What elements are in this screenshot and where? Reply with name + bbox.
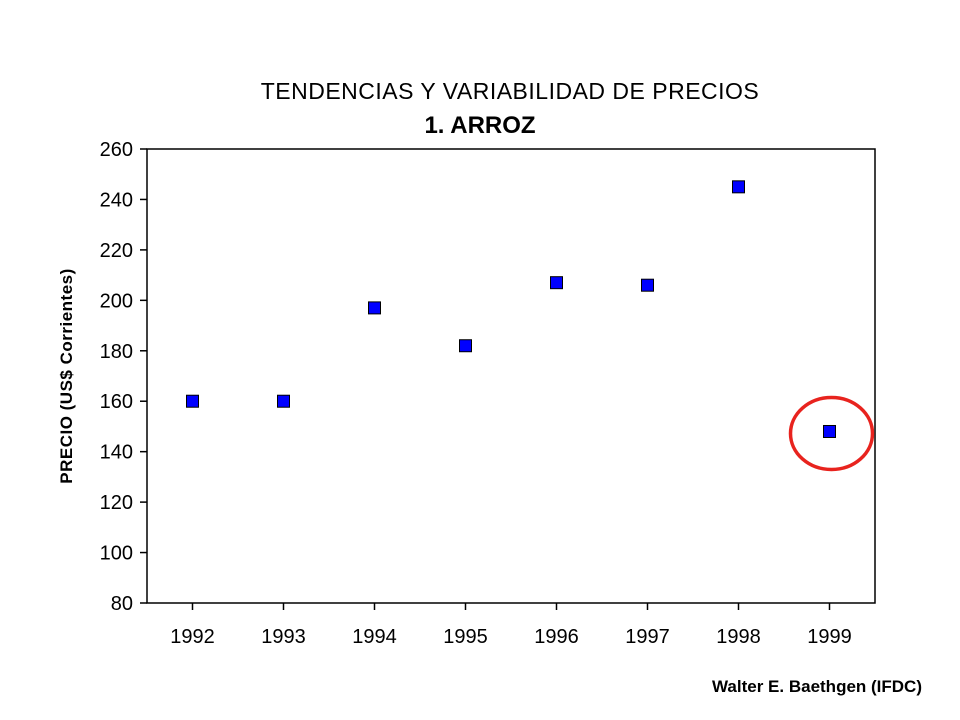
x-tick-label: 1995: [443, 626, 488, 648]
x-tick-label: 1992: [170, 626, 215, 648]
plot-frame: [146, 148, 876, 604]
highlight-layer: [788, 395, 875, 472]
y-axis: 80 100 120 140 160 180 200 220 240 260: [100, 139, 147, 615]
y-tick-label: 160: [100, 391, 133, 413]
slide-title: TENDENCIAS Y VARIABILIDAD DE PRECIOS: [260, 78, 760, 104]
x-tick-label: 1999: [807, 626, 852, 648]
data-point-1997: [641, 278, 654, 292]
chart-subtitle: 1. ARROZ: [424, 112, 536, 139]
plot-area: [146, 148, 876, 604]
y-tick-label: 120: [100, 492, 133, 514]
data-point-1998: [732, 180, 745, 194]
author-credit: Walter E. Baethgen (IFDC): [712, 677, 922, 696]
data-point-1994: [368, 301, 381, 315]
y-tick-label: 260: [100, 139, 133, 161]
x-tick-label: 1998: [716, 626, 761, 648]
x-tick-label: 1997: [625, 626, 670, 648]
x-tick-label: 1994: [352, 626, 397, 648]
y-tick-label: 80: [111, 593, 133, 615]
y-tick-label: 200: [100, 290, 133, 312]
x-tick-label: 1993: [261, 626, 306, 648]
data-point-1993: [277, 394, 290, 408]
y-tick-label: 240: [100, 189, 133, 211]
data-markers: [186, 180, 836, 438]
highlight-circle: [788, 395, 875, 472]
y-tick-label: 100: [100, 543, 133, 565]
y-axis-title: PRECIO (US$ Corrientes): [57, 268, 76, 484]
data-point-1999: [823, 424, 836, 438]
y-tick-label: 140: [100, 442, 133, 464]
y-tick-label: 180: [100, 341, 133, 363]
data-point-1995: [459, 339, 472, 353]
y-tick-label: 220: [100, 240, 133, 262]
data-point-1996: [550, 276, 563, 290]
x-axis: 1992 1993 1994 1995 1996 1997 1998 1999: [170, 603, 852, 648]
x-tick-label: 1996: [534, 626, 579, 648]
data-point-1992: [186, 394, 199, 408]
